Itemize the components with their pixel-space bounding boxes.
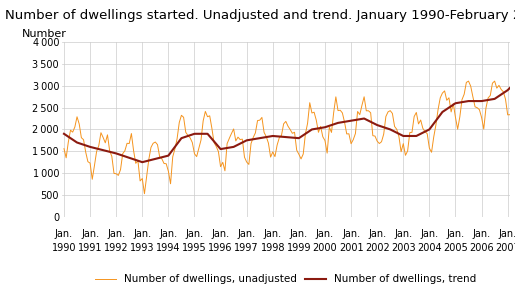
Text: Jan.: Jan. [159, 229, 178, 239]
Number of dwellings, trend [235, 143, 241, 147]
Text: 2003: 2003 [391, 243, 416, 253]
Text: Jan.: Jan. [394, 229, 413, 239]
Text: Jan.: Jan. [212, 229, 230, 239]
Text: 1990: 1990 [52, 243, 76, 253]
Number of dwellings, trend [474, 99, 480, 103]
Text: Jan.: Jan. [81, 229, 99, 239]
Text: 1995: 1995 [182, 243, 207, 253]
Number of dwellings, unadjusted [67, 128, 74, 132]
Text: Jan.: Jan. [55, 229, 73, 239]
Text: Jan.: Jan. [133, 229, 151, 239]
Number of dwellings, unadjusted [507, 113, 513, 116]
Text: 1991: 1991 [78, 243, 102, 253]
Text: Jan.: Jan. [472, 229, 491, 239]
Text: 2001: 2001 [339, 243, 364, 253]
Text: 1997: 1997 [234, 243, 259, 253]
Number of dwellings, trend [107, 150, 113, 154]
Number of dwellings, trend [507, 86, 513, 90]
Text: 2002: 2002 [365, 243, 389, 253]
Text: 2005: 2005 [443, 243, 468, 253]
Number of dwellings, trend [189, 133, 195, 136]
Number of dwellings, unadjusted [474, 106, 480, 110]
Line: Number of dwellings, unadjusted: Number of dwellings, unadjusted [64, 81, 510, 194]
Number of dwellings, trend [67, 136, 74, 140]
Text: 1999: 1999 [287, 243, 311, 253]
Text: 2000: 2000 [313, 243, 337, 253]
Number of dwellings, unadjusted [107, 149, 113, 153]
Text: 1992: 1992 [104, 243, 128, 253]
Text: Jan.: Jan. [499, 229, 515, 239]
Text: 1998: 1998 [261, 243, 285, 253]
Text: Jan.: Jan. [185, 229, 203, 239]
Text: Jan.: Jan. [107, 229, 125, 239]
Text: Jan.: Jan. [290, 229, 308, 239]
Number of dwellings, unadjusted [133, 162, 139, 165]
Text: Number: Number [22, 29, 66, 39]
Text: 1996: 1996 [209, 243, 233, 253]
Text: Jan.: Jan. [342, 229, 360, 239]
Text: 1993: 1993 [130, 243, 154, 253]
Number of dwellings, trend [133, 158, 139, 162]
Legend: Number of dwellings, unadjusted, Number of dwellings, trend: Number of dwellings, unadjusted, Number … [95, 274, 477, 284]
Line: Number of dwellings, trend: Number of dwellings, trend [64, 88, 510, 162]
Number of dwellings, trend [139, 160, 145, 164]
Number of dwellings, unadjusted [189, 141, 195, 144]
Number of dwellings, trend [61, 132, 67, 135]
Text: Jan.: Jan. [264, 229, 282, 239]
Text: Jan.: Jan. [420, 229, 438, 239]
Number of dwellings, unadjusted [141, 192, 147, 196]
Text: Jan.: Jan. [447, 229, 465, 239]
Text: 2007: 2007 [495, 243, 515, 253]
Number of dwellings, unadjusted [491, 79, 497, 83]
Text: Jan.: Jan. [368, 229, 386, 239]
Text: Jan.: Jan. [316, 229, 334, 239]
Text: Number of dwellings started. Unadjusted and trend. January 1990-February 2007: Number of dwellings started. Unadjusted … [5, 9, 515, 22]
Text: 2006: 2006 [469, 243, 494, 253]
Text: 1994: 1994 [156, 243, 181, 253]
Text: Jan.: Jan. [237, 229, 256, 239]
Number of dwellings, unadjusted [235, 135, 241, 139]
Text: 2004: 2004 [417, 243, 442, 253]
Number of dwellings, unadjusted [61, 147, 67, 150]
